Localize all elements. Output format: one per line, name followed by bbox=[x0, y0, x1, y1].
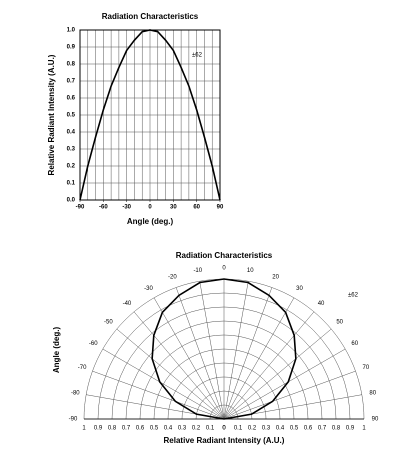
r-tick-label: 0.1 bbox=[234, 426, 243, 432]
curve bbox=[79, 29, 221, 201]
angle-label: 50 bbox=[336, 320, 343, 326]
r-tick-label: 0 bbox=[222, 426, 226, 432]
grid-spoke bbox=[153, 297, 225, 420]
angle-label: 30 bbox=[296, 286, 303, 292]
angle-label: 0 bbox=[222, 266, 226, 272]
r-tick-label: 0.8 bbox=[332, 426, 341, 432]
r-tick-label: 0.9 bbox=[346, 426, 355, 432]
grid-spoke bbox=[199, 281, 225, 420]
grid-spoke bbox=[223, 328, 332, 420]
r-tick-label: 0.9 bbox=[94, 426, 103, 432]
y-tick-label: 1.0 bbox=[67, 28, 76, 34]
r-tick-label: 0.1 bbox=[206, 426, 215, 432]
x-tick-label: -90 bbox=[76, 205, 85, 211]
x-axis-label: Relative Radiant Intensity (A.U.) bbox=[164, 436, 285, 445]
angle-label: -50 bbox=[104, 320, 113, 326]
angle-label: -30 bbox=[144, 286, 153, 292]
angle-label: -60 bbox=[89, 341, 98, 347]
y-tick-label: 0.5 bbox=[67, 113, 76, 119]
r-tick-label: 0.5 bbox=[290, 426, 299, 432]
y-tick-label: 0.0 bbox=[67, 198, 76, 204]
angle-label: -70 bbox=[78, 365, 87, 371]
r-tick-label: 0.7 bbox=[318, 426, 327, 432]
annotation: ±62 bbox=[348, 293, 359, 299]
r-tick-label: 1 bbox=[82, 426, 86, 432]
y-tick-label: 0.3 bbox=[67, 147, 76, 153]
chart-title: Radiation Characteristics bbox=[176, 251, 273, 260]
y-axis-label: Angle (deg.) bbox=[52, 327, 61, 374]
angle-label: 80 bbox=[369, 390, 376, 396]
chart-title: Radiation Characteristics bbox=[102, 12, 199, 21]
x-tick-label: 30 bbox=[170, 205, 177, 211]
x-tick-label: 60 bbox=[193, 205, 200, 211]
angle-label: 40 bbox=[318, 301, 325, 307]
y-axis-label: Relative Radiant Intensity (A.U.) bbox=[47, 54, 56, 175]
y-tick-label: 0.1 bbox=[67, 181, 76, 187]
grid-spoke bbox=[175, 287, 225, 420]
angle-label: 70 bbox=[363, 365, 370, 371]
r-tick-label: 0.3 bbox=[262, 426, 271, 432]
r-tick-label: 0.5 bbox=[150, 426, 159, 432]
r-tick-label: 0.8 bbox=[108, 426, 117, 432]
angle-label: -80 bbox=[71, 390, 80, 396]
r-tick-label: 0.7 bbox=[122, 426, 131, 432]
angle-label: 20 bbox=[272, 275, 279, 281]
r-tick-label: 0.4 bbox=[276, 426, 285, 432]
grid-spoke bbox=[223, 370, 356, 420]
y-tick-label: 0.9 bbox=[67, 45, 76, 51]
x-tick-label: 0 bbox=[148, 205, 152, 211]
r-tick-label: 0.6 bbox=[136, 426, 145, 432]
r-tick-label: 1 bbox=[362, 426, 366, 432]
annotation: ±62 bbox=[192, 53, 203, 59]
x-axis-label: Angle (deg.) bbox=[127, 217, 174, 226]
r-tick-label: 0.4 bbox=[164, 426, 173, 432]
grid-spoke bbox=[223, 287, 273, 420]
angle-label: -20 bbox=[168, 275, 177, 281]
y-tick-label: 0.4 bbox=[67, 130, 76, 136]
y-tick-label: 0.6 bbox=[67, 96, 76, 102]
grid-spoke bbox=[133, 311, 225, 420]
x-tick-label: -60 bbox=[99, 205, 108, 211]
x-tick-label: -30 bbox=[122, 205, 131, 211]
angle-label: -90 bbox=[69, 417, 78, 423]
x-tick-label: 90 bbox=[217, 205, 224, 211]
grid-spoke bbox=[223, 311, 315, 420]
grid-spoke bbox=[223, 348, 346, 420]
grid-spoke bbox=[223, 281, 249, 420]
angle-label: 10 bbox=[247, 268, 254, 274]
r-tick-label: 0.3 bbox=[178, 426, 187, 432]
grid-spoke bbox=[223, 297, 295, 420]
angle-label: 90 bbox=[372, 417, 379, 423]
angle-label: -40 bbox=[123, 301, 132, 307]
r-tick-label: 0.2 bbox=[248, 426, 257, 432]
y-tick-label: 0.7 bbox=[67, 79, 76, 85]
r-tick-label: 0.2 bbox=[192, 426, 201, 432]
grid-spoke bbox=[92, 370, 225, 420]
y-tick-label: 0.2 bbox=[67, 164, 76, 170]
r-tick-label: 0 bbox=[222, 426, 226, 432]
grid-spoke bbox=[116, 328, 225, 420]
grid-spoke bbox=[102, 348, 225, 420]
angle-label: -10 bbox=[193, 268, 202, 274]
y-tick-label: 0.8 bbox=[67, 62, 76, 68]
curve bbox=[151, 278, 297, 420]
angle-label: 60 bbox=[351, 341, 358, 347]
r-tick-label: 0.6 bbox=[304, 426, 313, 432]
